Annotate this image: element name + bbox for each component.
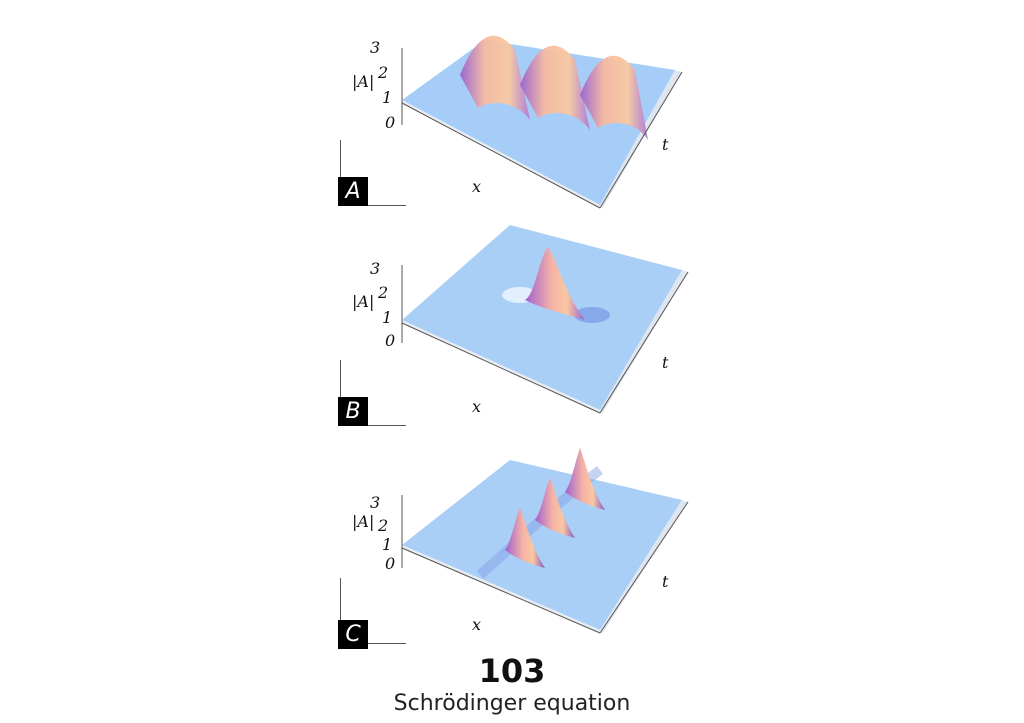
t-axis-line <box>599 71 683 209</box>
corner-mark-vertical <box>340 140 341 205</box>
figure-title: Schrödinger equation <box>393 691 631 716</box>
z-tick-2: 2 <box>378 283 389 302</box>
surface-plot-a <box>401 35 683 209</box>
panel-label-badge: A <box>338 177 368 206</box>
figure-number: 103 <box>478 652 546 690</box>
z-tick-0: 0 <box>385 331 396 350</box>
t-axis-label: t <box>662 572 669 591</box>
panel-c: 3 2 1 0 |A| x t C <box>330 440 700 650</box>
t-axis-label: t <box>662 135 669 154</box>
base-wall-front <box>402 100 600 208</box>
rogue-peak <box>525 247 585 320</box>
t-axis-line <box>599 501 689 634</box>
surface-sheet <box>402 225 682 410</box>
corner-mark-vertical <box>340 360 341 425</box>
z-axis-label: |A| <box>352 72 375 91</box>
z-tick-3: 3 <box>370 493 381 512</box>
panel-label-badge: B <box>338 397 368 426</box>
z-tick-1: 1 <box>382 535 393 554</box>
x-axis-label: x <box>472 397 482 416</box>
ridge-1 <box>460 35 530 120</box>
ridge-3 <box>580 55 648 140</box>
x-axis-line <box>401 322 601 414</box>
corner-mark-horizontal <box>340 643 406 644</box>
corner-mark-horizontal <box>340 425 406 426</box>
surface-plot-c <box>401 448 689 634</box>
t-axis-label: t <box>662 353 669 372</box>
breather-peak-2 <box>535 478 575 538</box>
x-axis-line <box>401 102 601 209</box>
z-tick-2: 2 <box>378 516 389 535</box>
base-wall-front <box>402 545 600 633</box>
z-tick-3: 3 <box>370 259 381 278</box>
surface-plot-b <box>401 225 689 414</box>
corner-mark-vertical <box>340 578 341 643</box>
t-axis-line <box>599 271 689 414</box>
z-axis-label: |A| <box>352 292 375 311</box>
z-tick-2: 2 <box>378 63 389 82</box>
panel-a: 3 2 1 0 |A| x t A <box>330 30 700 240</box>
corner-mark-horizontal <box>340 205 406 206</box>
panel-label-badge: C <box>338 620 368 649</box>
breather-peak-3 <box>565 448 605 510</box>
z-tick-1: 1 <box>382 88 393 107</box>
z-tick-0: 0 <box>385 113 396 132</box>
z-tick-0: 0 <box>385 554 396 573</box>
ridge-2 <box>520 45 590 130</box>
x-axis-label: x <box>472 615 482 634</box>
surface-sheet <box>402 460 682 630</box>
breather-peak-1 <box>505 508 545 568</box>
z-tick-3: 3 <box>370 38 381 57</box>
z-axis-label: |A| <box>352 512 375 531</box>
z-tick-1: 1 <box>382 308 393 327</box>
panel-b: 3 2 1 0 |A| x t B <box>330 225 700 435</box>
base-wall-front <box>402 320 600 413</box>
x-axis-label: x <box>472 177 482 196</box>
x-axis-line <box>401 547 601 634</box>
